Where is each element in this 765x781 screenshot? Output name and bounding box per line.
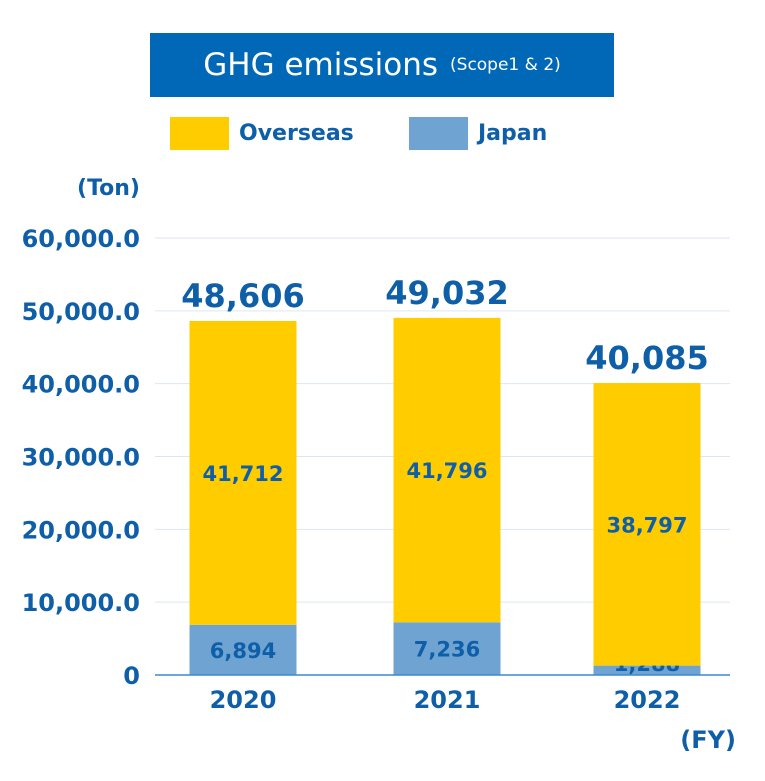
chart-title-box: GHG emissions (Scope1 & 2) [150,33,614,97]
data-label-overseas: 41,796 [406,459,487,483]
total-label: 40,085 [585,339,708,377]
data-label-overseas: 41,712 [202,462,283,486]
legend-swatch-japan [409,117,468,150]
y-tick-label: 60,000.0 [22,225,140,253]
legend-label-overseas: Overseas [239,121,354,146]
y-tick-label: 40,000.0 [22,371,140,399]
y-tick-label: 30,000.0 [22,444,140,472]
legend-swatch-overseas [170,117,229,150]
y-tick-label: 50,000.0 [22,298,140,326]
y-tick-label: 10,000.0 [22,589,140,617]
legend-item-japan: Japan [409,117,547,150]
bar-segment-overseas [593,383,701,666]
bar-segment-japan [393,622,501,675]
chart-subtitle: (Scope1 & 2) [450,55,561,75]
y-axis-label: (Ton) [77,176,140,201]
bar-segment-overseas [393,317,501,623]
bar-segment-japan [593,665,701,675]
total-label: 49,032 [385,274,508,312]
total-label: 48,606 [181,277,304,315]
bar-segment-overseas [189,320,297,625]
y-tick-label: 20,000.0 [22,516,140,544]
data-label-japan: 7,236 [414,638,480,662]
bar-segment-japan [189,624,297,675]
x-tick-label: 2020 [210,686,277,714]
x-tick-label: 2021 [414,686,481,714]
x-tick-label: 2022 [614,686,681,714]
legend-item-overseas: Overseas [170,117,354,150]
legend-label-japan: Japan [478,121,548,146]
x-axis-label: (FY) [680,726,736,754]
data-label-japan: 6,894 [210,639,276,663]
y-tick-label: 0 [123,662,140,690]
data-label-overseas: 38,797 [606,513,687,537]
chart-title: GHG emissions [203,47,439,83]
